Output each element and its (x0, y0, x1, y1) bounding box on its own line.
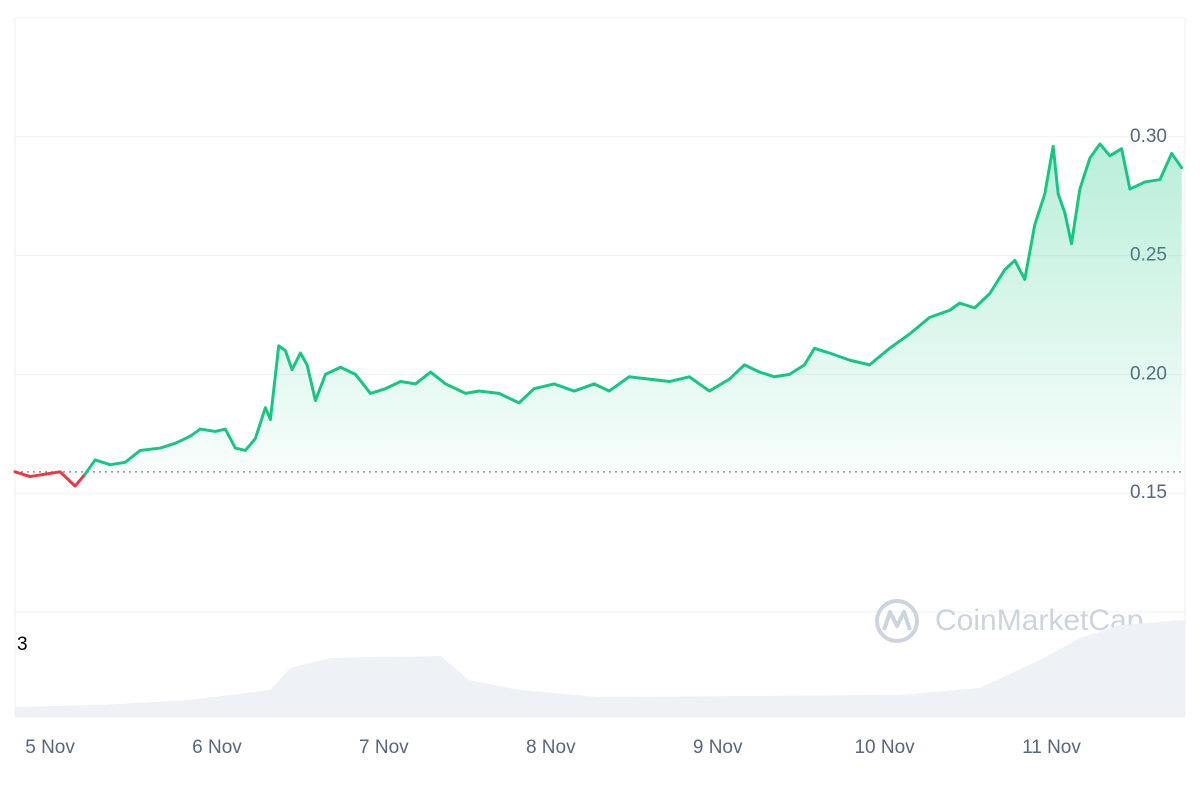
price-area (15, 143, 1182, 487)
x-tick-label: 5 Nov (25, 737, 75, 758)
y-tick-label: 0.30 (1130, 126, 1167, 147)
price-line (93, 142, 1184, 467)
volume-tick-label: 3 (17, 634, 28, 655)
volume-area (15, 620, 1185, 717)
watermark-logo-mark (882, 610, 912, 631)
x-tick-label: 7 Nov (359, 737, 409, 758)
watermark: CoinMarketCap (875, 599, 1143, 643)
x-tick-label: 10 Nov (854, 737, 915, 758)
price-line (13, 470, 87, 488)
x-tick-label: 9 Nov (693, 737, 743, 758)
x-tick-label: 6 Nov (192, 737, 242, 758)
line-connector (83, 458, 97, 476)
x-tick-label: 8 Nov (526, 737, 576, 758)
watermark-logo (875, 599, 919, 643)
x-tick-label: 11 Nov (1022, 737, 1081, 758)
y-tick-label: 0.15 (1130, 482, 1167, 503)
